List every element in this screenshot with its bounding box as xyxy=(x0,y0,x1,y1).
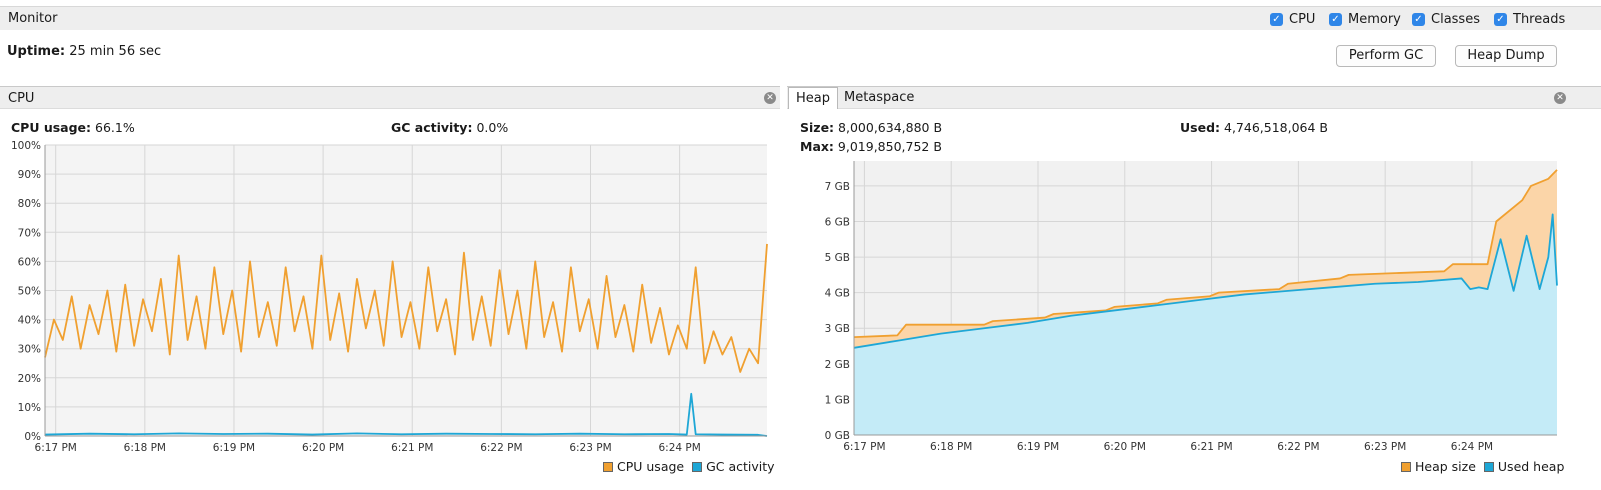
x-tick-label: 6:23 PM xyxy=(569,442,611,454)
x-tick-label: 6:18 PM xyxy=(930,441,972,453)
y-tick-label: 60% xyxy=(18,256,41,268)
y-tick-label: 0 GB xyxy=(825,430,850,442)
uptime-readout: Uptime: 25 min 56 sec xyxy=(7,44,161,59)
heap-size-value: 8,000,634,880 B xyxy=(838,120,943,135)
uptime-label: Uptime: xyxy=(7,44,66,59)
checkmark-icon: ✓ xyxy=(1329,13,1342,26)
y-tick-label: 30% xyxy=(18,344,41,356)
y-tick-label: 4 GB xyxy=(825,288,850,300)
classes-checkbox[interactable]: ✓ Classes xyxy=(1412,12,1480,27)
cpu-legend: CPU usage GC activity xyxy=(603,459,775,474)
x-tick-label: 6:24 PM xyxy=(658,442,700,454)
threads-checkbox-label: Threads xyxy=(1513,12,1566,27)
cpu-panel-header: CPU ✕ xyxy=(0,86,780,109)
checkmark-icon: ✓ xyxy=(1412,13,1425,26)
x-tick-label: 6:19 PM xyxy=(213,442,255,454)
cpu-usage-swatch xyxy=(603,461,613,472)
y-tick-label: 40% xyxy=(18,315,41,327)
threads-checkbox[interactable]: ✓ Threads xyxy=(1494,12,1565,27)
used-heap-swatch xyxy=(1483,461,1494,472)
gc-legend-label: GC activity xyxy=(706,459,775,474)
x-tick-label: 6:21 PM xyxy=(1190,441,1232,453)
memory-checkbox-label: Memory xyxy=(1348,12,1401,27)
cpu-usage-label: CPU usage: xyxy=(11,120,92,135)
heap-used-readout: Used: 4,746,518,064 B xyxy=(1180,120,1328,135)
gc-activity-value: 0.0% xyxy=(476,120,509,135)
x-tick-label: 6:20 PM xyxy=(1104,441,1146,453)
y-tick-label: 80% xyxy=(18,198,41,210)
gc-activity-line xyxy=(44,392,768,437)
perform-gc-button[interactable]: Perform GC xyxy=(1336,45,1436,67)
heap-max-label: Max: xyxy=(800,139,834,154)
memory-panel-header: Heap Metaspace ✕ xyxy=(787,86,1601,109)
uptime-value: 25 min 56 sec xyxy=(69,44,162,59)
heap-size-legend-label: Heap size xyxy=(1415,459,1476,474)
cpu-usage-readout: CPU usage: 66.1% xyxy=(11,120,135,135)
y-tick-label: 20% xyxy=(18,373,41,385)
x-tick-label: 6:23 PM xyxy=(1364,441,1406,453)
y-tick-label: 6 GB xyxy=(825,216,850,228)
monitor-title: Monitor xyxy=(8,11,58,26)
tab-metaspace[interactable]: Metaspace xyxy=(844,90,915,105)
y-tick-label: 1 GB xyxy=(825,394,850,406)
heap-used-value: 4,746,518,064 B xyxy=(1224,120,1328,135)
checkmark-icon: ✓ xyxy=(1270,13,1283,26)
heap-max-readout: Max: 9,019,850,752 B xyxy=(800,139,942,154)
y-tick-label: 0% xyxy=(24,431,41,443)
x-tick-label: 6:19 PM xyxy=(1017,441,1059,453)
cpu-legend-label: CPU usage xyxy=(617,459,685,474)
y-tick-label: 50% xyxy=(18,286,41,298)
heap-dump-button[interactable]: Heap Dump xyxy=(1455,45,1557,67)
x-tick-label: 6:20 PM xyxy=(302,442,344,454)
y-tick-label: 7 GB xyxy=(825,181,850,193)
y-tick-label: 70% xyxy=(18,227,41,239)
y-tick-label: 3 GB xyxy=(825,323,850,335)
cpu-panel-title: CPU xyxy=(8,91,35,106)
used-heap-area xyxy=(854,214,1557,435)
x-tick-label: 6:24 PM xyxy=(1451,441,1493,453)
cpu-checkbox-label: CPU xyxy=(1289,12,1316,27)
x-tick-label: 6:21 PM xyxy=(391,442,433,454)
x-tick-label: 6:22 PM xyxy=(480,442,522,454)
monitor-header: Monitor ✓ CPU ✓ Memory ✓ Classes ✓ Threa… xyxy=(0,6,1601,30)
heap-used-label: Used: xyxy=(1180,120,1221,135)
heap-chart: 0 GB 1 GB 2 GB 3 GB 4 GB 5 GB 6 GB 7 GB 6:17 PM 6… xyxy=(825,161,1558,453)
gc-activity-label: GC activity: xyxy=(391,120,473,135)
y-tick-label: 2 GB xyxy=(825,359,850,371)
cpu-usage-line xyxy=(44,243,768,373)
y-tick-label: 100% xyxy=(11,140,41,152)
x-tick-label: 6:17 PM xyxy=(843,441,885,453)
x-tick-label: 6:18 PM xyxy=(124,442,166,454)
classes-checkbox-label: Classes xyxy=(1431,12,1480,27)
heap-size-line xyxy=(853,169,1558,339)
x-tick-label: 6:17 PM xyxy=(35,442,77,454)
heap-legend: Heap size Used heap xyxy=(1401,459,1564,474)
cpu-checkbox[interactable]: ✓ CPU xyxy=(1270,12,1315,27)
close-icon[interactable]: ✕ xyxy=(764,92,776,104)
close-icon[interactable]: ✕ xyxy=(1554,92,1566,104)
used-heap-legend-label: Used heap xyxy=(1497,459,1565,474)
heap-max-value: 9,019,850,752 B xyxy=(837,139,942,154)
y-tick-label: 90% xyxy=(18,169,41,181)
cpu-chart: 0% 10% 20% 30% 40% 50% 60% 70% 80% 90% 100% 6:17 PM… xyxy=(11,140,768,454)
gc-activity-swatch xyxy=(692,461,703,472)
heap-size-readout: Size: 8,000,634,880 B xyxy=(800,120,942,135)
memory-checkbox[interactable]: ✓ Memory xyxy=(1329,12,1401,27)
tab-heap[interactable]: Heap xyxy=(788,87,838,109)
cpu-usage-value: 66.1% xyxy=(95,120,135,135)
used-heap-line xyxy=(853,213,1558,349)
heap-size-swatch xyxy=(1401,461,1411,472)
y-tick-label: 10% xyxy=(18,402,41,414)
x-tick-label: 6:22 PM xyxy=(1277,441,1319,453)
heap-size-label: Size: xyxy=(800,120,835,135)
y-tick-label: 5 GB xyxy=(825,252,850,264)
checkmark-icon: ✓ xyxy=(1494,13,1507,26)
gc-activity-readout: GC activity: 0.0% xyxy=(391,120,508,135)
